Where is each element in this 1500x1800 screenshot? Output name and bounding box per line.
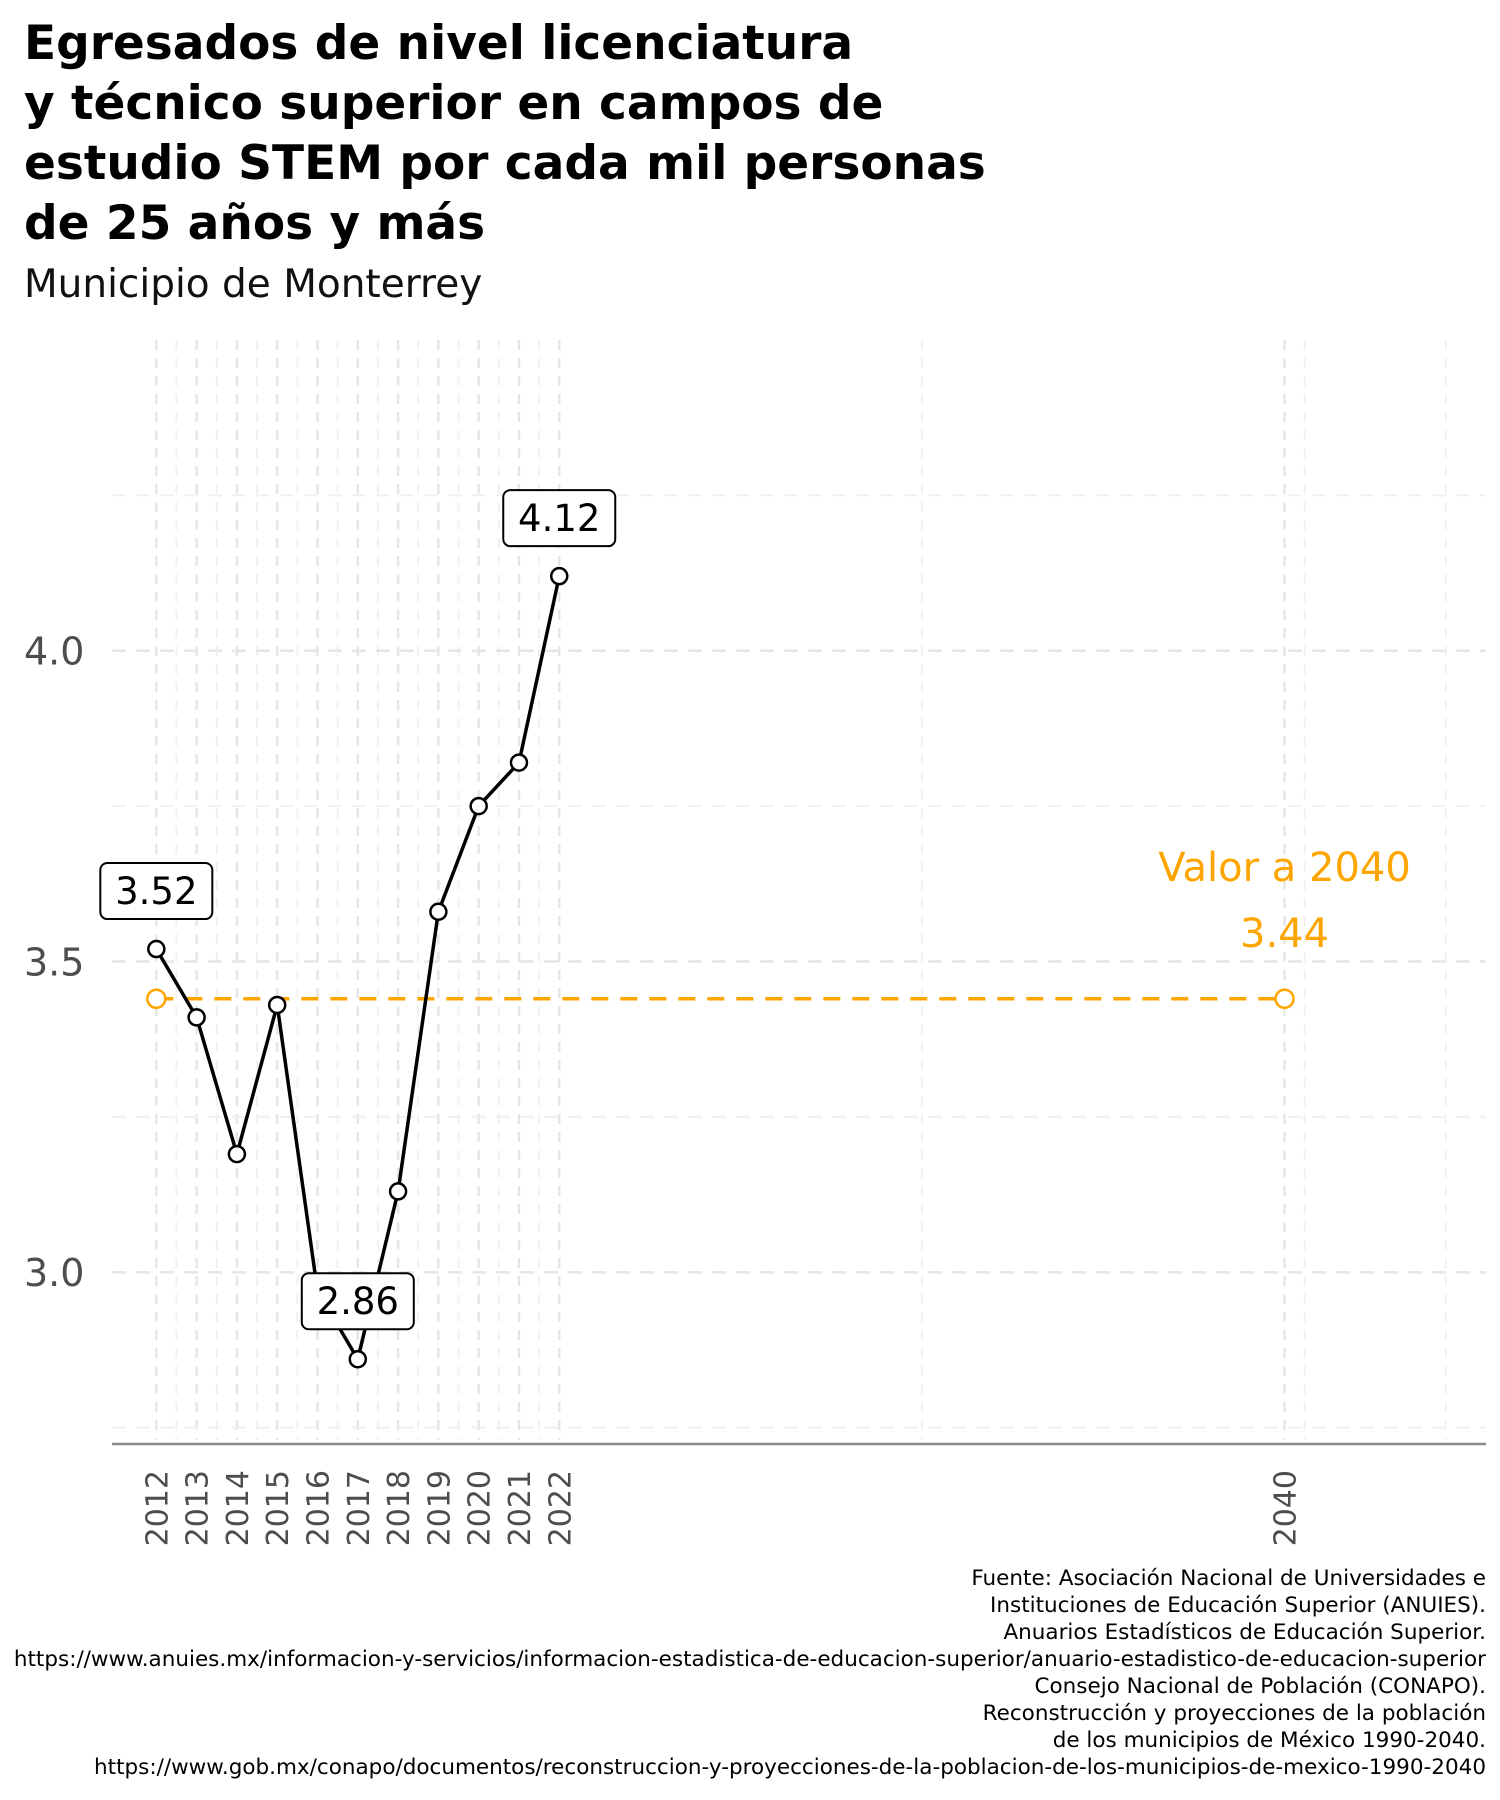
- x-tick-label: 2016: [301, 1470, 336, 1546]
- data-point: [267, 995, 287, 1015]
- data-label: 4.12: [518, 497, 600, 540]
- y-tick-label: 3.5: [24, 940, 84, 984]
- data-point: [187, 1008, 206, 1027]
- source-line: https://www.gob.mx/conapo/documentos/rec…: [94, 1755, 1486, 1780]
- chart-subtitle: Municipio de Monterrey: [24, 262, 483, 307]
- data-point: [509, 753, 529, 772]
- data-label-box: [502, 489, 617, 548]
- source-line: Fuente: Asociación Nacional de Universid…: [971, 1566, 1486, 1591]
- x-tick-label: 2013: [181, 1470, 216, 1546]
- data-point: [147, 939, 166, 959]
- line-chart: 3.03.54.0 2012 2013 2014 2015 2016 2017 2018 20…: [24, 340, 1486, 1546]
- target-line-group: Valor a 2040 3.44: [146, 845, 1411, 1010]
- target-value-label: 3.44: [1240, 911, 1329, 957]
- data-label-box: [99, 862, 214, 921]
- data-label: 2.86: [317, 1280, 399, 1323]
- y-tick-label: 4.0: [24, 630, 84, 674]
- source-line: Instituciones de Educación Superior (ANU…: [990, 1593, 1486, 1618]
- y-axis-tick-labels: 3.0 3.5 4.0: [24, 630, 84, 1295]
- source-line: Consejo Nacional de Población (CONAPO).: [1034, 1674, 1487, 1699]
- x-tick-label: 2012: [140, 1470, 175, 1546]
- x-tick-label: 2020: [463, 1470, 498, 1546]
- data-point: [550, 566, 569, 586]
- x-tick-label: 2022: [543, 1470, 578, 1546]
- data-point: [348, 1349, 368, 1369]
- data-point: [469, 796, 488, 816]
- data-point: [429, 902, 448, 922]
- x-tick-label: 2019: [422, 1470, 457, 1546]
- chart-title: Egresados de nivel licenciatura y técnic…: [24, 16, 986, 251]
- series-group: [147, 566, 569, 1369]
- x-tick-label: 2018: [382, 1470, 417, 1546]
- source-note: Fuente: Asociación Nacional de Universid…: [14, 1565, 1486, 1781]
- x-tick-label: 2015: [261, 1470, 296, 1546]
- data-label-box: [300, 1272, 415, 1331]
- source-line: de los municipios de México 1990-2040.: [1052, 1728, 1486, 1753]
- target-point: [1274, 988, 1295, 1010]
- x-tick-label: 2017: [342, 1470, 377, 1546]
- source-line: https://www.anuies.mx/informacion-y-serv…: [13, 1647, 1486, 1672]
- data-point: [388, 1182, 408, 1201]
- x-tick-label: 2014: [221, 1470, 256, 1546]
- x-tick-label: 2040: [1269, 1470, 1304, 1546]
- data-point: [227, 1144, 247, 1164]
- target-point: [146, 988, 167, 1010]
- source-line: Reconstrucción y proyecciones de la pobl…: [982, 1701, 1486, 1726]
- x-axis-tick-labels: 2012 2013 2014 2015 2016 2017 2018 2019 2020 2021…: [140, 1470, 1303, 1546]
- data-label: 3.52: [115, 870, 197, 913]
- target-label: Valor a 2040: [1158, 845, 1411, 891]
- y-tick-label: 3.0: [24, 1251, 84, 1295]
- source-line: Anuarios Estadísticos de Educación Super…: [1003, 1620, 1486, 1645]
- data-labels: 3.52 2.86 4.12: [99, 489, 617, 1331]
- x-tick-label: 2021: [503, 1470, 538, 1546]
